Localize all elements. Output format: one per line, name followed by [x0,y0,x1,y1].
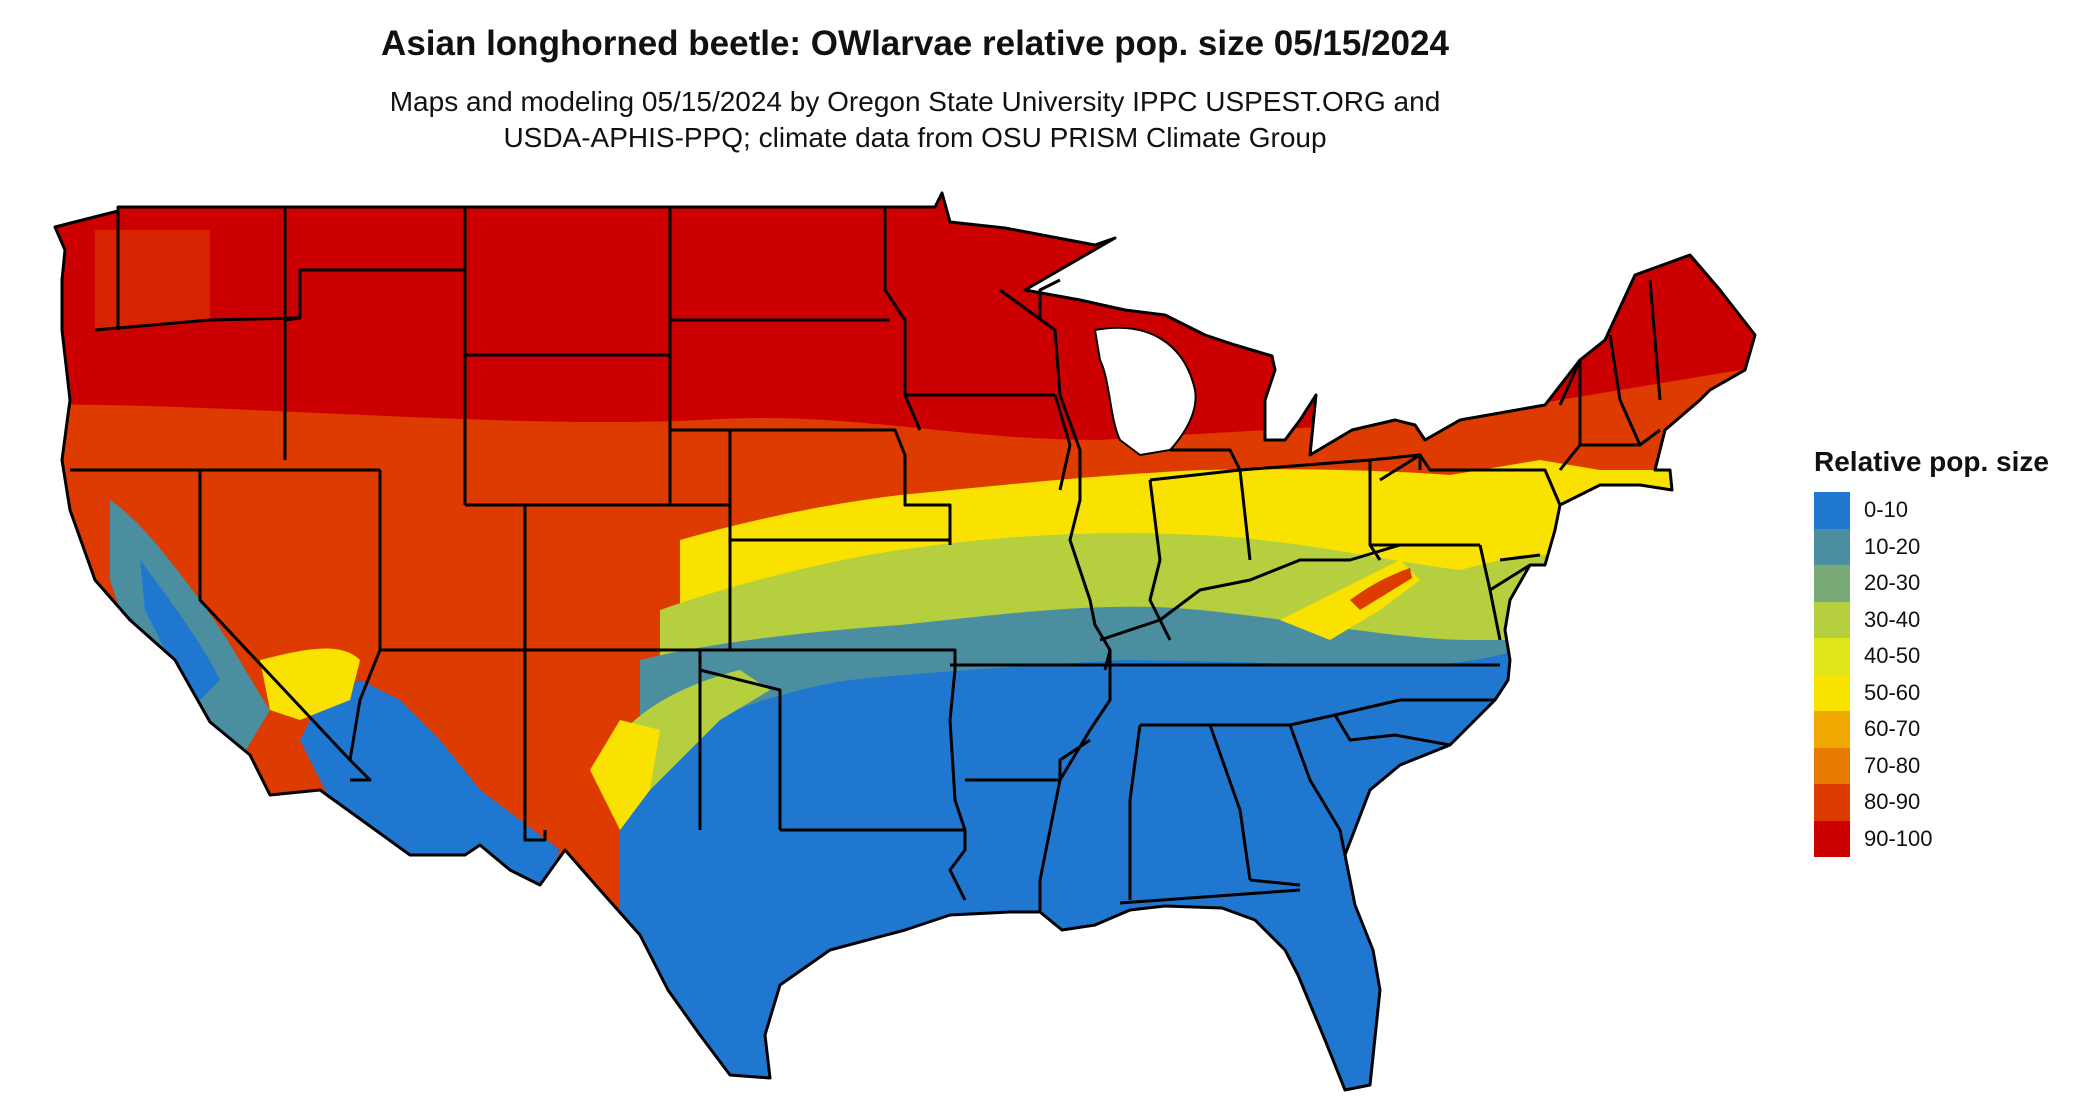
legend-item: 10-20 [1814,528,2049,565]
map-title: Asian longhorned beetle: OWlarvae relati… [381,24,1449,63]
legend-item: 0-10 [1814,492,2049,529]
legend-label: 60-70 [1864,716,1921,742]
legend-label: 50-60 [1864,679,1921,705]
legend-label: 90-100 [1864,825,1933,851]
legend-swatch [1814,674,1850,711]
legend-label: 10-20 [1864,533,1921,559]
legend-item: 50-60 [1814,674,2049,711]
legend-item: 30-40 [1814,601,2049,638]
legend-label: 70-80 [1864,752,1921,778]
legend-item: 60-70 [1814,711,2049,748]
legend-swatch [1814,638,1850,675]
legend-label: 30-40 [1864,606,1921,632]
map-subtitle-line-1: Maps and modeling 05/15/2024 by Oregon S… [389,86,1441,117]
legend: Relative pop. size 0-10 10-20 20-30 30-40 40… [1814,446,2049,857]
legend-swatch [1814,528,1850,565]
legend-title: Relative pop. size [1814,446,2049,477]
legend-label: 0-10 [1864,497,1909,523]
legend-label: 40-50 [1864,643,1921,669]
legend-swatch [1814,747,1850,784]
legend-swatch [1814,784,1850,821]
legend-label: 20-30 [1864,570,1921,596]
legend-swatch [1814,601,1850,638]
legend-swatch [1814,492,1850,529]
us-population-map [53,191,1757,1092]
legend-item: 40-50 [1814,638,2049,675]
legend-item: 20-30 [1814,565,2049,602]
legend-item: 70-80 [1814,747,2049,784]
legend-swatch [1814,711,1850,748]
legend-items: 0-10 10-20 20-30 30-40 40-50 50-60 60-70 70-80 8… [1814,492,2049,857]
legend-item: 80-90 [1814,784,2049,821]
map-subtitle-line-2: USDA-APHIS-PPQ; climate data from OSU PR… [503,122,1327,153]
legend-label: 80-90 [1864,789,1921,815]
legend-swatch [1814,820,1850,857]
legend-swatch [1814,565,1850,602]
legend-item: 90-100 [1814,820,2049,857]
